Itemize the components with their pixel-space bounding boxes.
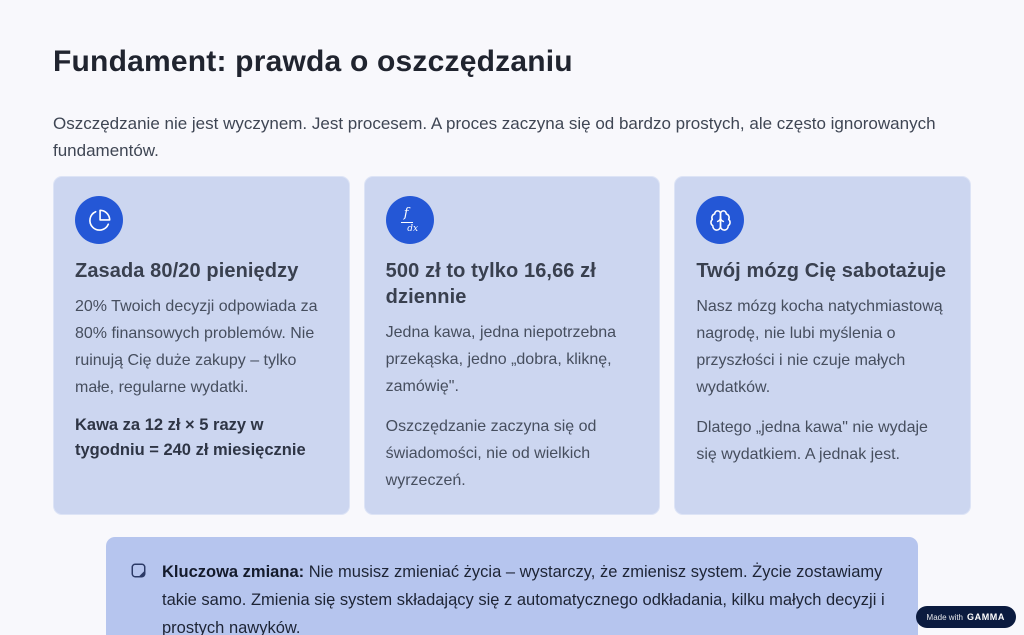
brain-icon <box>696 196 745 244</box>
callout-body: Nie musisz zmieniać życia – wystarczy, ż… <box>162 563 885 635</box>
cards-row: Zasada 80/20 pieniędzy 20% Twoich decyzj… <box>53 176 971 515</box>
callout-text: Kluczowa zmiana: Nie musisz zmieniać życ… <box>162 558 892 635</box>
card-body: 20% Twoich decyzji odpowiada za 80% fina… <box>75 298 318 396</box>
card-zasada-80-20: Zasada 80/20 pieniędzy 20% Twoich decyzj… <box>53 176 350 515</box>
card-body: Nasz mózg kocha natychmiastową nagrodę, … <box>696 298 943 396</box>
card-body: Jedna kawa, jedna niepotrzebna przekąska… <box>385 324 617 395</box>
page-subtitle: Oszczędzanie nie jest wyczynem. Jest pro… <box>53 114 936 160</box>
gamma-logo: GAMMA <box>967 612 1005 622</box>
card-body: Oszczędzanie zaczyna się od świadomości,… <box>385 418 597 489</box>
made-with-gamma-badge[interactable]: Made with GAMMA <box>915 606 1016 628</box>
card-title: Zasada 80/20 pieniędzy <box>75 260 299 282</box>
badge-prefix: Made with <box>926 612 963 622</box>
card-title: 500 zł to tylko 16,66 zł dziennie <box>385 260 596 308</box>
key-change-callout: Kluczowa zmiana: Nie musisz zmieniać życ… <box>106 537 918 635</box>
card-title: Twój mózg Cię sabotażuje <box>696 260 947 282</box>
card-body: Dlatego „jedna kawa" nie wydaje się wyda… <box>696 419 928 463</box>
derivative-function-icon: f dx <box>385 196 434 244</box>
card-mozg-sabotazuje: Twój mózg Cię sabotażuje Nasz mózg kocha… <box>674 176 971 515</box>
card-highlight: Kawa za 12 zł × 5 razy w tygodniu = 240 … <box>75 416 306 459</box>
callout-label: Kluczowa zmiana: <box>162 563 305 581</box>
sticky-note-icon <box>130 562 147 584</box>
pie-chart-icon <box>75 196 123 244</box>
card-500-zl-dziennie: f dx 500 zł to tylko 16,66 zł dziennie Je… <box>363 176 661 515</box>
page-title: Fundament: prawda o oszczędzaniu <box>53 45 573 78</box>
